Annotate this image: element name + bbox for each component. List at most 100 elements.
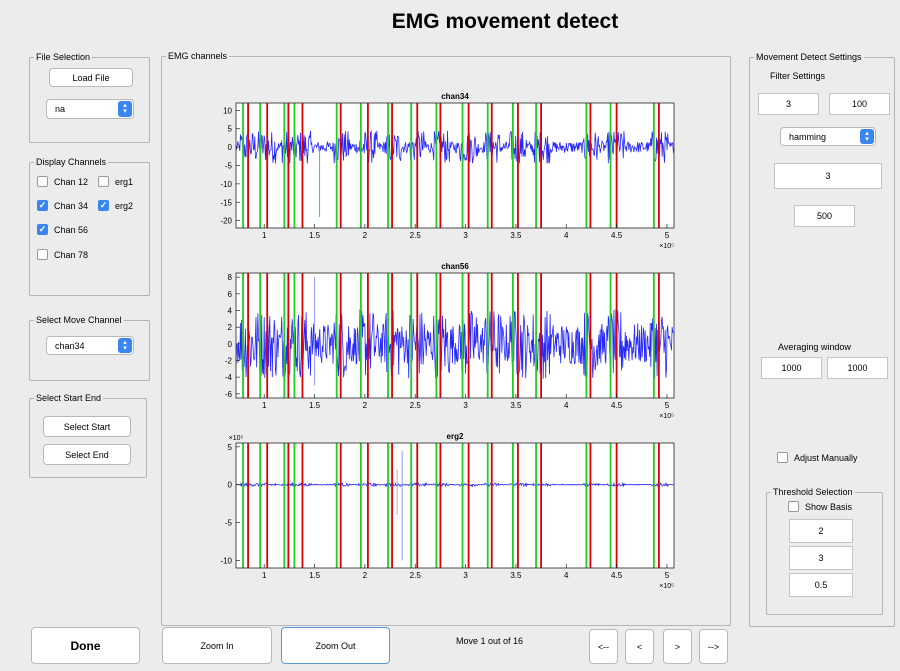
- filter-high-field[interactable]: 100: [829, 93, 890, 115]
- move-channel-label: Select Move Channel: [34, 314, 124, 326]
- filter-order-field[interactable]: 3: [774, 163, 882, 189]
- averaging-window-label: Averaging window: [778, 342, 851, 352]
- x-tick-label: 2.5: [410, 231, 422, 240]
- prev-move-button[interactable]: <: [625, 629, 654, 664]
- checkbox-box[interactable]: [37, 176, 48, 187]
- channel-checkbox-chan34[interactable]: ✓ Chan 34: [37, 200, 88, 211]
- last-move-button[interactable]: -->: [699, 629, 728, 664]
- move-channel-panel: Select Move Channel: [29, 314, 150, 381]
- channel-checkbox-chan78[interactable]: Chan 78: [37, 249, 88, 260]
- move-channel-popup[interactable]: chan34 ▴ ▾: [46, 336, 134, 355]
- y-tick-label: -20: [220, 217, 232, 226]
- signal-trace: [235, 481, 674, 488]
- select-end-button[interactable]: Select End: [43, 444, 131, 465]
- y-tick-label: -5: [225, 519, 233, 528]
- x-tick-label: 2.5: [410, 401, 422, 410]
- x-tick-label: 1.5: [309, 401, 321, 410]
- window-type-popup[interactable]: hamming ▴ ▾: [780, 127, 876, 146]
- x-exponent: ×10⁵: [659, 583, 674, 590]
- y-tick-label: -15: [220, 198, 232, 207]
- file-selection-label: File Selection: [34, 51, 93, 63]
- y-tick-label: 4: [228, 307, 233, 316]
- avg-window-field-1[interactable]: 1000: [761, 357, 822, 379]
- adjust-manually-label: Adjust Manually: [794, 452, 858, 463]
- zoom-in-button[interactable]: Zoom In: [162, 627, 272, 664]
- threshold-field-1[interactable]: 2: [789, 519, 853, 543]
- x-tick-label: 5: [665, 231, 670, 240]
- show-basis-label: Show Basis: [805, 501, 853, 512]
- move-channel-value: chan34: [55, 340, 85, 351]
- app-title: EMG movement detect: [391, 10, 619, 33]
- channel-label: erg1: [115, 176, 134, 187]
- checkmark-icon[interactable]: ✓: [37, 224, 48, 235]
- checkmark-icon[interactable]: ✓: [37, 200, 48, 211]
- next-move-button[interactable]: >: [663, 629, 692, 664]
- show-basis-checkbox[interactable]: Show Basis: [788, 501, 852, 512]
- y-tick-label: 5: [228, 443, 233, 452]
- plot-title: chan34: [441, 92, 469, 101]
- file-popup[interactable]: na ▴ ▾: [46, 99, 134, 119]
- x-tick-label: 3: [463, 401, 468, 410]
- x-tick-label: 3: [463, 231, 468, 240]
- channel-label: Chan 56: [54, 224, 89, 235]
- channel-checkbox-chan56[interactable]: ✓ Chan 56: [37, 224, 88, 235]
- display-channels-label: Display Channels: [34, 156, 109, 168]
- settings-label: Movement Detect Settings: [754, 51, 864, 63]
- y-tick-label: -10: [220, 556, 232, 565]
- select-start-button[interactable]: Select Start: [43, 416, 131, 437]
- x-tick-label: 4.5: [611, 231, 623, 240]
- checkbox-box[interactable]: [37, 249, 48, 260]
- chevron-updown-icon: ▴ ▾: [860, 129, 874, 144]
- chevron-updown-icon: ▴ ▾: [118, 101, 132, 117]
- plot-title: chan56: [441, 262, 469, 271]
- window-type-value: hamming: [789, 131, 827, 142]
- y-tick-label: 8: [228, 273, 233, 282]
- checkmark-icon[interactable]: ✓: [98, 200, 109, 211]
- channel-checkbox-erg2[interactable]: ✓ erg2: [98, 200, 133, 211]
- y-tick-label: 0: [228, 340, 233, 349]
- done-button[interactable]: Done: [31, 627, 140, 664]
- channel-checkbox-chan12[interactable]: Chan 12: [37, 176, 88, 187]
- x-tick-label: 1: [262, 401, 267, 410]
- y-tick-label: -6: [225, 390, 233, 399]
- avg-window-field-2[interactable]: 1000: [827, 357, 888, 379]
- chevron-updown-icon: ▴ ▾: [118, 338, 132, 353]
- filter-settings-label: Filter Settings: [770, 71, 826, 81]
- axes-box: [235, 272, 675, 399]
- checkbox-box[interactable]: [788, 501, 799, 512]
- load-file-button[interactable]: Load File: [49, 68, 133, 87]
- checkbox-box[interactable]: [98, 176, 109, 187]
- y-tick-label: 2: [228, 323, 233, 332]
- x-tick-label: 2.5: [410, 571, 422, 580]
- plot-title: erg2: [447, 432, 464, 441]
- channel-label: Chan 78: [54, 249, 89, 260]
- channel-checkbox-erg1[interactable]: erg1: [98, 176, 133, 187]
- threshold-panel: Threshold Selection: [766, 486, 883, 615]
- y-tick-label: 10: [223, 106, 232, 115]
- x-tick-label: 4.5: [611, 571, 623, 580]
- y-tick-label: 0: [228, 481, 233, 490]
- emg-channels-panel: EMG channels: [161, 50, 731, 626]
- threshold-field-3[interactable]: 0.5: [789, 573, 853, 597]
- x-tick-label: 2: [363, 231, 368, 240]
- zoom-out-button[interactable]: Zoom Out: [281, 627, 390, 664]
- plot-area: [236, 103, 674, 228]
- threshold-field-2[interactable]: 3: [789, 546, 853, 570]
- y-tick-label: 0: [228, 143, 233, 152]
- adjust-manually-checkbox[interactable]: Adjust Manually: [777, 452, 858, 463]
- x-tick-label: 5: [665, 401, 670, 410]
- x-tick-label: 1.5: [309, 571, 321, 580]
- filter-low-field[interactable]: 3: [758, 93, 819, 115]
- y-tick-label: -4: [225, 373, 233, 382]
- start-end-label: Select Start End: [34, 392, 104, 404]
- channel-label: Chan 34: [54, 200, 89, 211]
- first-move-button[interactable]: <--: [589, 629, 618, 664]
- y-tick-label: 6: [228, 290, 233, 299]
- axes-box: [235, 442, 675, 569]
- filter-length-field[interactable]: 500: [794, 205, 855, 227]
- checkbox-box[interactable]: [777, 452, 788, 463]
- x-tick-label: 4.5: [611, 401, 623, 410]
- x-tick-label: 1: [262, 231, 267, 240]
- x-tick-label: 5: [665, 571, 670, 580]
